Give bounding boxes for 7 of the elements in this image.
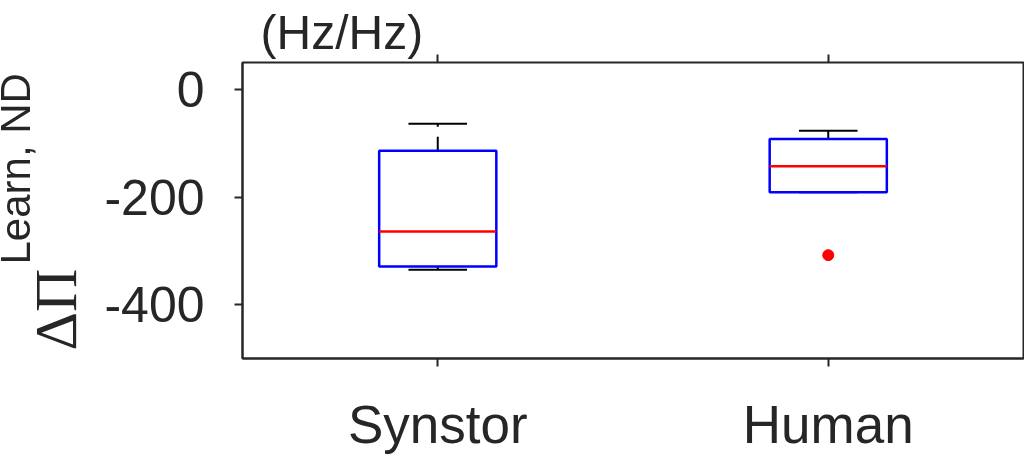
- text: (Hz/Hz): [260, 5, 424, 59]
- y-tick-label: -400: [104, 277, 205, 334]
- y-tick-label: 0: [176, 61, 205, 118]
- y-tick-label: -200: [104, 169, 205, 226]
- y-axis-title: ΔΠLearn, ND: [0, 73, 89, 351]
- x-tick-label: Human: [742, 394, 914, 454]
- x-tick-label: Synstor: [347, 394, 528, 454]
